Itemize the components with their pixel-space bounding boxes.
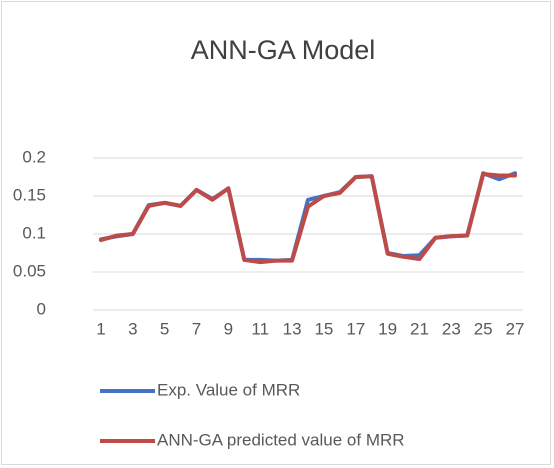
y-tick-label: 0.15 [13,185,46,204]
x-tick-label: 5 [160,319,169,338]
legend-label: Exp. Value of MRR [157,380,300,399]
y-tick-label: 0.2 [22,147,46,166]
y-tick-label: 0.1 [22,223,46,242]
x-tick-label: 27 [506,319,525,338]
x-tick-label: 3 [128,319,137,338]
x-tick-label: 21 [410,319,429,338]
legend-label: ANN-GA predicted value of MRR [157,430,405,449]
x-tick-label: 11 [251,319,269,338]
chart-title: ANN-GA Model [191,35,376,65]
x-tick-label: 25 [474,319,493,338]
x-tick-label: 7 [192,319,201,338]
y-tick-label: 0.05 [13,261,46,280]
x-tick-label: 23 [442,319,461,338]
x-tick-label: 13 [283,319,302,338]
x-tick-label: 15 [314,319,333,338]
x-tick-label: 1 [96,319,105,338]
series-line [98,171,518,265]
x-tick-label: 17 [346,319,365,338]
y-tick-label: 0 [37,299,46,318]
x-tick-label: 19 [378,319,397,338]
x-tick-label: 9 [224,319,233,338]
